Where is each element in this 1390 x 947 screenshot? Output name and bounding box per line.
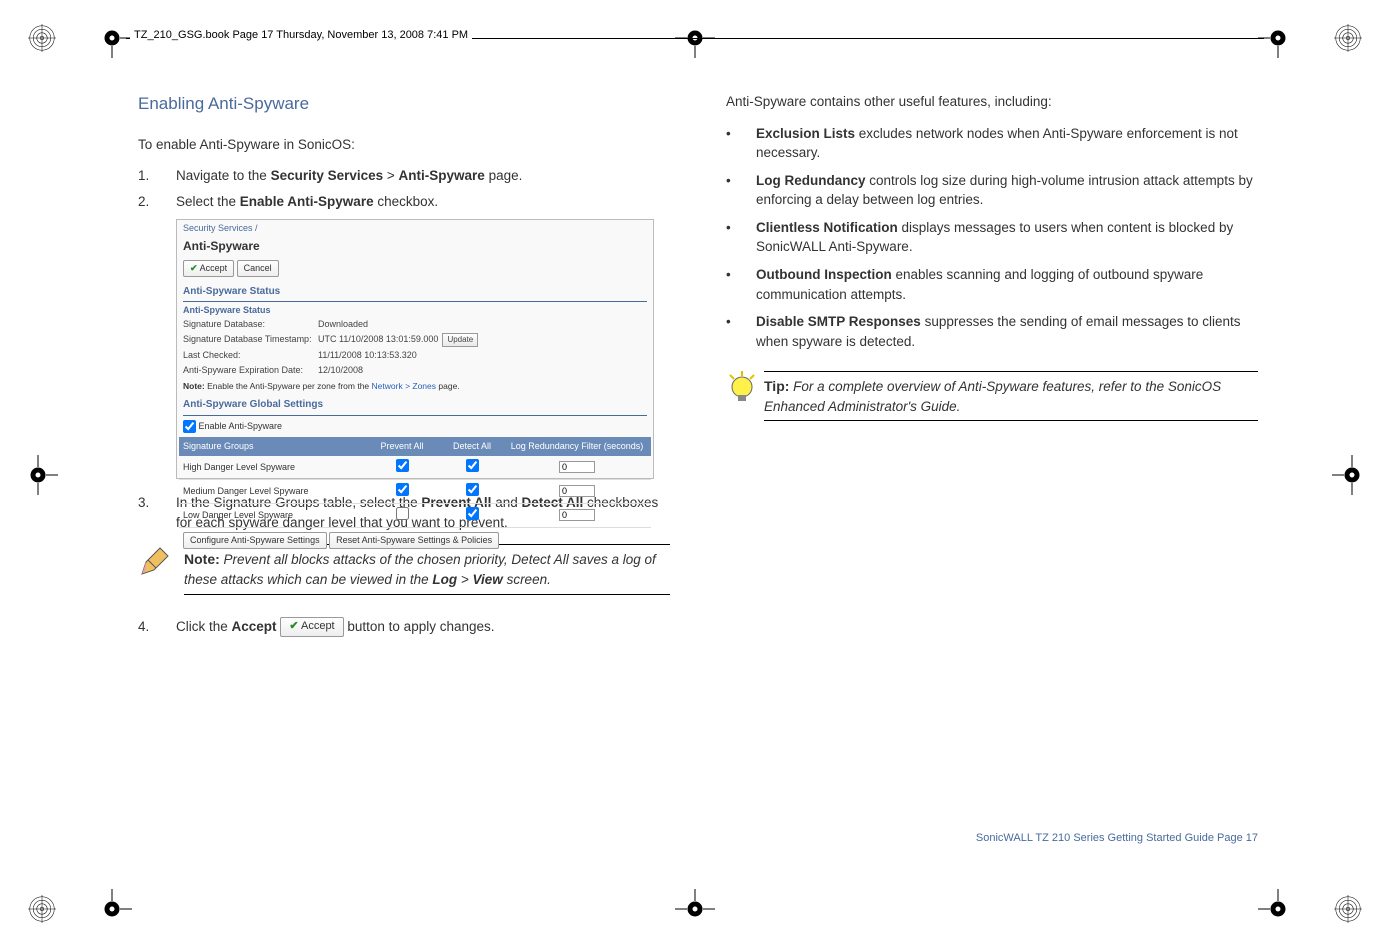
feature-bullet: •Log Redundancy controls log size during…	[726, 171, 1258, 210]
check-icon: ✔	[190, 263, 198, 273]
accept-button-inline: ✔ Accept	[280, 617, 343, 637]
ss-section-header: Anti-Spyware Status	[183, 285, 647, 303]
step-number: 2.	[138, 192, 176, 212]
ss-status-row: Signature Database Timestamp:UTC 11/10/2…	[177, 332, 653, 348]
note-label: Note:	[184, 551, 220, 567]
right-intro: Anti-Spyware contains other useful featu…	[726, 92, 1258, 112]
ss-enable-checkbox[interactable]: Enable Anti-Spyware	[183, 420, 647, 433]
ss-redundancy-input[interactable]	[559, 509, 595, 521]
lightbulb-icon	[726, 371, 764, 417]
ss-redundancy-input[interactable]	[559, 461, 595, 473]
ss-table-row: Medium Danger Level Spyware	[179, 480, 651, 504]
ss-redundancy-input[interactable]	[559, 485, 595, 497]
print-mark-icon	[1334, 895, 1362, 923]
ss-prevent-checkbox[interactable]	[396, 507, 409, 520]
embedded-screenshot: Security Services / Anti-Spyware ✔ Accep…	[176, 219, 654, 479]
crop-mark-icon	[92, 889, 132, 929]
step-number: 4.	[138, 617, 176, 637]
ss-link[interactable]: Network > Zones	[372, 381, 437, 391]
crop-mark-icon	[675, 889, 715, 929]
section-heading: Enabling Anti-Spyware	[138, 92, 670, 117]
ss-cancel-button[interactable]: Cancel	[237, 260, 279, 277]
ss-section-header: Anti-Spyware Global Settings	[183, 398, 647, 416]
print-mark-icon	[1334, 24, 1362, 52]
ss-detect-checkbox[interactable]	[466, 483, 479, 496]
ss-configure-button[interactable]: Configure Anti-Spyware Settings	[183, 532, 327, 549]
ss-reset-button[interactable]: Reset Anti-Spyware Settings & Policies	[329, 532, 499, 549]
ss-detect-checkbox[interactable]	[466, 459, 479, 472]
tip-text: For a complete overview of Anti-Spyware …	[764, 379, 1221, 414]
ss-table-header: Signature Groups Prevent All Detect All …	[179, 437, 651, 456]
ss-update-button[interactable]: Update	[442, 333, 478, 347]
ss-status-row: Anti-Spyware Expiration Date:12/10/2008	[177, 363, 653, 378]
ss-prevent-checkbox[interactable]	[396, 483, 409, 496]
page-footer: SonicWALL TZ 210 Series Getting Started …	[976, 831, 1258, 847]
crop-mark-icon	[1258, 889, 1298, 929]
print-mark-icon	[28, 895, 56, 923]
crop-mark-icon	[18, 455, 58, 495]
ss-status-row: Signature Database:Downloaded	[177, 317, 653, 332]
ss-breadcrumb: Security Services /	[177, 220, 653, 237]
step-text: Select the Enable Anti-Spyware checkbox.	[176, 192, 670, 212]
feature-bullet: •Disable SMTP Responses suppresses the s…	[726, 312, 1258, 351]
ss-status-row: Last Checked:11/11/2008 10:13:53.320	[177, 348, 653, 363]
ss-title: Anti-Spyware	[177, 237, 653, 259]
intro-text: To enable Anti-Spyware in SonicOS:	[138, 135, 670, 155]
note-text: Prevent all blocks attacks of the chosen…	[184, 552, 656, 587]
left-column: Enabling Anti-Spyware To enable Anti-Spy…	[138, 92, 670, 855]
header-text: TZ_210_GSG.book Page 17 Thursday, Novemb…	[130, 29, 472, 41]
crop-mark-icon	[1332, 455, 1372, 495]
ss-table-row: High Danger Level Spyware	[179, 456, 651, 480]
tip-label: Tip:	[764, 378, 789, 394]
ss-detect-checkbox[interactable]	[466, 507, 479, 520]
ss-sub-header: Anti-Spyware Status	[183, 304, 647, 317]
ss-accept-button[interactable]: ✔ Accept	[183, 260, 234, 277]
feature-bullet: •Exclusion Lists excludes network nodes …	[726, 124, 1258, 163]
print-mark-icon	[28, 24, 56, 52]
check-icon: ✔	[289, 620, 298, 632]
feature-bullet: •Clientless Notification displays messag…	[726, 218, 1258, 257]
right-column: Anti-Spyware contains other useful featu…	[726, 92, 1258, 855]
step-number: 3.	[138, 493, 176, 532]
ss-table-row: Low Danger Level Spyware	[179, 504, 651, 528]
ss-prevent-checkbox[interactable]	[396, 459, 409, 472]
step-text: Navigate to the Security Services > Anti…	[176, 166, 670, 186]
ss-note: Note: Enable the Anti-Spyware per zone f…	[177, 378, 653, 394]
feature-bullet: •Outbound Inspection enables scanning an…	[726, 265, 1258, 304]
step-text: Click the Accept ✔ Accept button to appl…	[176, 617, 670, 637]
crop-mark-icon	[1258, 18, 1298, 58]
step-number: 1.	[138, 166, 176, 186]
